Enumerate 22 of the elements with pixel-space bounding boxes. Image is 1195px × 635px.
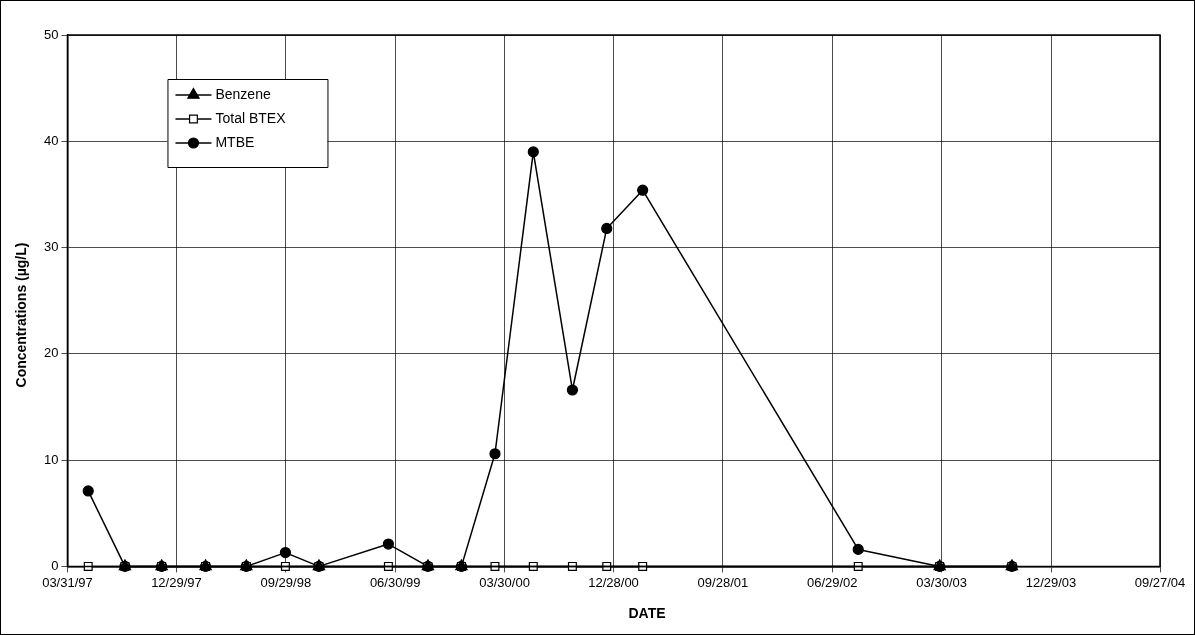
x-tick-label: 03/31/97 bbox=[42, 574, 93, 590]
x-tick-label: 09/28/01 bbox=[697, 574, 749, 590]
x-tick-label: 03/30/00 bbox=[479, 574, 530, 590]
y-tick-label: 50 bbox=[43, 26, 59, 42]
legend-label: Total BTEX bbox=[215, 109, 287, 126]
x-tick-label: 12/29/97 bbox=[151, 574, 202, 590]
x-tick-label: 12/29/03 bbox=[1025, 574, 1077, 590]
x-tick-label: 12/28/00 bbox=[588, 574, 639, 590]
y-tick-label: 20 bbox=[43, 345, 59, 361]
y-tick-label: 40 bbox=[43, 132, 59, 148]
y-tick-label: 10 bbox=[43, 451, 59, 467]
x-tick-label: 09/27/04 bbox=[1134, 574, 1186, 590]
y-tick-label: 30 bbox=[43, 239, 59, 255]
x-tick-label: 06/30/99 bbox=[369, 574, 421, 590]
y-axis-title: Concentrations (µg/L) bbox=[13, 242, 29, 388]
legend-label: MTBE bbox=[215, 133, 255, 150]
legend-label: Benzene bbox=[215, 85, 271, 102]
x-tick-label: 09/29/98 bbox=[260, 574, 312, 590]
x-tick-label: 06/29/02 bbox=[806, 574, 858, 590]
x-axis-title: DATE bbox=[628, 605, 666, 621]
x-tick-label: 03/30/03 bbox=[916, 574, 967, 590]
y-tick-label: 0 bbox=[51, 557, 59, 573]
